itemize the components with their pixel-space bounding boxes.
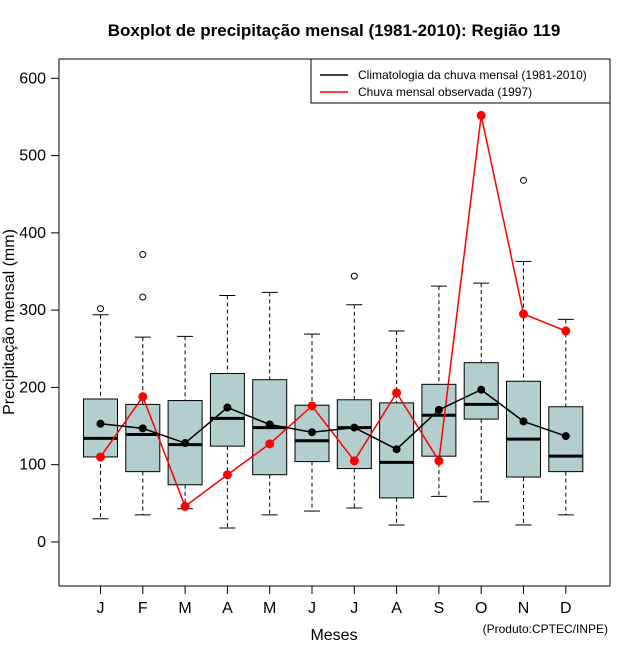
series-point	[222, 470, 232, 480]
x-tick-label: J	[350, 600, 358, 617]
box-j-0	[83, 305, 118, 520]
x-tick-label: N	[518, 600, 530, 617]
box-iqr	[506, 380, 541, 478]
series-point	[434, 456, 444, 466]
y-tick-label: 0	[37, 534, 46, 551]
x-tick-label: A	[222, 600, 233, 617]
legend-label-climatology: Climatologia da chuva mensal (1981-2010)	[358, 68, 587, 82]
series-point	[307, 401, 317, 411]
box-m-4	[252, 291, 288, 516]
x-tick-label: J	[308, 600, 316, 617]
chart-title: Boxplot de precipitação mensal (1981-201…	[108, 21, 561, 40]
series-point	[96, 452, 105, 462]
box-iqr	[83, 398, 118, 458]
series-point	[138, 392, 148, 402]
legend-label-observed: Chuva mensal observada (1997)	[358, 85, 532, 99]
y-tick-label: 600	[19, 70, 46, 87]
legend-box	[310, 58, 611, 104]
series-point	[350, 423, 359, 432]
series-point	[96, 419, 105, 428]
outlier-point	[520, 176, 527, 184]
box-n-10	[506, 176, 541, 526]
y-axis: 0 100 200 300 400 500 600	[19, 70, 59, 551]
outlier-point	[139, 293, 147, 301]
x-tick-label: A	[391, 600, 402, 617]
x-tick-label: O	[475, 600, 487, 617]
series-point	[519, 417, 528, 426]
series-point	[392, 388, 402, 398]
y-tick-label: 200	[19, 379, 46, 396]
x-tick-label: D	[560, 600, 572, 617]
y-tick-label: 400	[19, 225, 46, 242]
outlier-point	[350, 272, 358, 280]
chart-legend: Climatologia da chuva mensal (1981-2010)…	[310, 58, 611, 104]
series-point	[519, 309, 528, 319]
y-tick-label: 300	[19, 302, 46, 319]
x-tick-label: M	[178, 600, 191, 617]
series-point	[561, 432, 570, 441]
series-climatology	[96, 385, 570, 454]
series-line	[100, 388, 567, 451]
series-point	[476, 110, 486, 120]
y-tick-label: 500	[19, 148, 46, 165]
series-point	[138, 424, 147, 433]
plot-area-frame	[58, 58, 611, 587]
series-point	[181, 439, 190, 448]
series-point	[223, 403, 232, 412]
box-iqr	[125, 403, 161, 473]
box-f-1	[125, 251, 161, 516]
x-axis-label: Meses	[310, 627, 357, 644]
y-axis-label: Precipitação mensal (mm)	[1, 229, 18, 415]
credit-text: (Produto:CPTEC/INPE)	[483, 622, 608, 636]
series-observed	[96, 110, 571, 511]
x-tick-label: S	[434, 600, 445, 617]
series-point	[477, 385, 486, 394]
outlier-point	[97, 305, 104, 313]
series-line	[99, 115, 567, 508]
y-tick-label: 100	[19, 457, 46, 474]
series-point	[561, 326, 571, 336]
box-j-6	[336, 272, 372, 509]
x-tick-label: M	[263, 600, 276, 617]
series-point	[265, 420, 274, 429]
box-a-7	[379, 330, 415, 526]
box-m-2	[167, 335, 203, 510]
x-tick-label: F	[138, 600, 148, 617]
series-point	[180, 501, 190, 511]
series-point	[392, 445, 401, 454]
series-point	[308, 428, 316, 437]
series-point	[349, 456, 359, 466]
box-d-11	[548, 318, 584, 516]
series-point	[434, 405, 443, 414]
line-series	[96, 110, 571, 511]
x-tick-label: J	[97, 600, 105, 617]
outlier-point	[139, 251, 147, 258]
box-series	[83, 176, 584, 529]
series-point	[265, 439, 275, 449]
